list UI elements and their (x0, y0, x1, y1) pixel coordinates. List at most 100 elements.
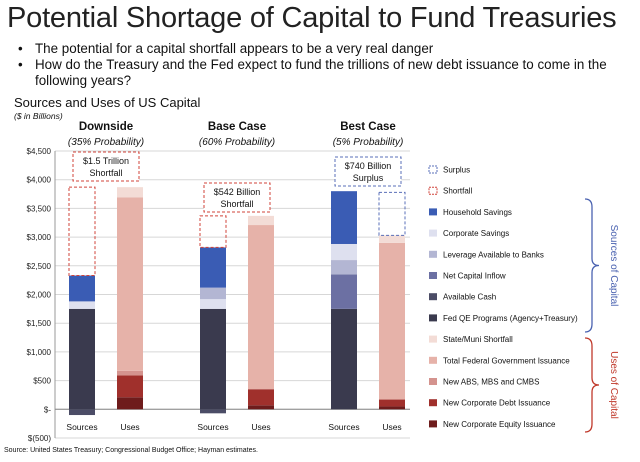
shortfall-callout-box (203, 182, 271, 213)
sources-bar-segment-household (200, 247, 226, 288)
bar-label: Sources (66, 422, 97, 432)
legend-label: Household Savings (443, 208, 512, 217)
sources-bar-segment-leverage (200, 287, 226, 300)
uses-bar-segment-debt (379, 399, 405, 407)
uses-bar-segment-debt (248, 389, 274, 406)
uses-bar-segment-eq (379, 406, 405, 410)
sources-bar-segment-inflow (331, 274, 357, 309)
y-tick-label: $(500) (28, 434, 51, 443)
callout-text: Shortfall (89, 168, 122, 178)
shortfall-callout-box (72, 151, 140, 182)
sources-bar-segment-corp_sav (200, 299, 226, 309)
group-probability: (60% Probability) (199, 137, 275, 148)
legend-swatch-state (429, 335, 437, 343)
uses-bar-segment-fed_iss (379, 242, 405, 400)
callout-text: $740 Billion (345, 161, 392, 171)
legend-label: Surplus (443, 166, 470, 175)
sources-bar-segment-household (331, 191, 357, 244)
legend-label: New Corporate Equity Issuance (443, 420, 556, 429)
group-label: Base Case (208, 121, 266, 133)
uses-bar-segment-debt (117, 375, 143, 398)
y-tick-label: $2,500 (27, 262, 52, 271)
legend-swatch-eq (429, 420, 437, 428)
chart-subtitle: ($ in Billions) (14, 111, 63, 121)
legend-label: State/Muni Shortfall (443, 335, 513, 344)
y-tick-label: $1,500 (27, 319, 52, 328)
y-tick-label: $2,000 (27, 291, 52, 300)
legend-swatch-inflow (429, 272, 437, 279)
legend-swatch-cash (429, 293, 437, 301)
legend-label: Shortfall (443, 187, 473, 196)
group-probability: (35% Probability) (68, 137, 144, 148)
sources-of-capital-label: Sources of Capital (608, 225, 619, 307)
bullet-item: How do the Treasury and the Fed expect t… (18, 57, 618, 89)
legend-swatch-shortfall (428, 186, 438, 195)
bar-label: Uses (251, 422, 270, 432)
legend-label: Total Federal Government Issuance (443, 356, 570, 365)
callout-text: $542 Billion (214, 187, 261, 197)
group-probability: (5% Probability) (333, 137, 404, 148)
shortfall-box (199, 215, 227, 248)
sources-bar-segment-corp_sav (331, 243, 357, 261)
uses-of-capital-bracket (584, 337, 600, 433)
legend-swatch-leverage (429, 250, 437, 258)
sources-bar-segment-corp_sav (69, 301, 95, 309)
bar-label: Uses (120, 422, 139, 432)
legend-label: Corporate Savings (443, 229, 509, 238)
y-tick-label: $500 (33, 377, 51, 386)
bar-label: Uses (382, 422, 401, 432)
legend-swatch-fed_iss (429, 356, 437, 364)
source-note: Source: United States Treasury; Congress… (4, 447, 258, 454)
uses-of-capital-label: Uses of Capital (608, 351, 619, 419)
bar-label: Sources (328, 422, 359, 432)
uses-bar-segment-fed_iss (117, 197, 143, 371)
sources-bar-segment-fed_qe (200, 308, 226, 410)
sources-bar-segment-leverage (331, 260, 357, 275)
bar-label: Sources (197, 422, 228, 432)
group-label: Best Case (340, 121, 396, 133)
chart-title: Sources and Uses of US Capital (14, 95, 201, 110)
sources-bar-segment-cash (69, 409, 95, 416)
sources-bar-segment-household (69, 275, 95, 302)
uses-bar-segment-eq (248, 405, 274, 410)
legend-swatch-abs (429, 378, 437, 385)
surplus-callout-box (334, 156, 402, 187)
legend-label: Fed QE Programs (Agency+Treasury) (443, 314, 578, 323)
legend-label: Leverage Available to Banks (443, 250, 544, 259)
y-tick-label: $4,500 (27, 147, 52, 156)
y-tick-label: $- (44, 405, 51, 414)
callout-text: Shortfall (220, 199, 253, 209)
page-title: Potential Shortage of Capital to Fund Tr… (7, 2, 617, 34)
uses-bar-segment-abs (117, 370, 143, 376)
callout-text: Surplus (353, 173, 384, 183)
group-label: Downside (79, 121, 133, 133)
legend-label: Available Cash (443, 293, 496, 302)
y-tick-label: $4,000 (27, 176, 52, 185)
legend-swatch-debt (429, 399, 437, 407)
surplus-box (378, 191, 406, 236)
legend-label: New ABS, MBS and CMBS (443, 378, 539, 387)
y-tick-label: $3,500 (27, 204, 52, 213)
y-tick-label: $1,000 (27, 348, 52, 357)
sources-bar-segment-fed_qe (69, 308, 95, 410)
legend-swatch-surplus (428, 165, 438, 174)
legend-label: New Corporate Debt Issuance (443, 399, 551, 408)
uses-bar-segment-fed_iss (248, 225, 274, 390)
uses-bar-segment-eq (117, 397, 143, 410)
shortfall-box (68, 186, 96, 277)
legend-swatch-corp_sav (429, 229, 437, 237)
legend-label: Net Capital Inflow (443, 272, 506, 281)
uses-bar-segment-state (248, 215, 274, 226)
sources-of-capital-bracket (584, 198, 600, 333)
sources-bar-segment-fed_qe (331, 308, 357, 410)
legend-swatch-household (429, 208, 437, 216)
legend-swatch-fed_qe (429, 314, 437, 322)
sources-bar-segment-cash (200, 409, 226, 414)
callout-text: $1.5 Trillion (83, 156, 129, 166)
bullet-item: The potential for a capital shortfall ap… (18, 41, 618, 57)
uses-bar-segment-state (379, 235, 405, 243)
uses-bar-segment-state (117, 187, 143, 198)
bullet-list: The potential for a capital shortfall ap… (18, 41, 618, 89)
y-tick-label: $3,000 (27, 233, 52, 242)
